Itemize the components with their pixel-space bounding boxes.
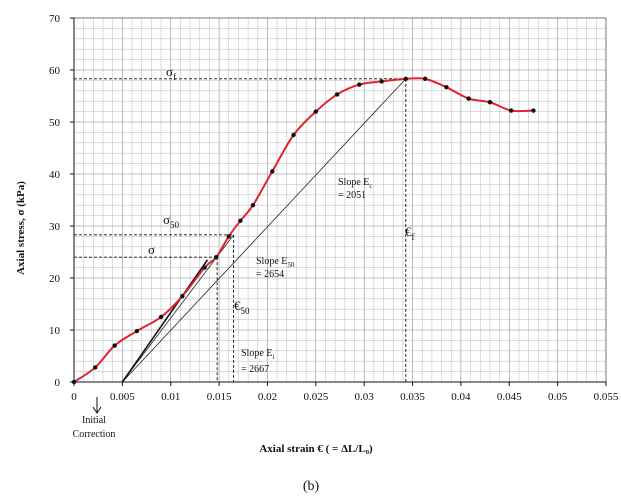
y-axis-label: Axial stress, σ (kPa) [15, 181, 27, 275]
sigma-f-label: σf [166, 64, 176, 82]
data-point [180, 294, 185, 299]
x-tick-label: 0.045 [497, 391, 522, 403]
x-tick-label: 0.005 [110, 391, 135, 403]
data-point [291, 132, 296, 138]
data-point [334, 92, 340, 97]
data-point [112, 343, 117, 348]
data-point [531, 108, 536, 113]
data-point [379, 79, 384, 84]
data-point [313, 109, 319, 114]
x-tick-label: 0 [71, 391, 77, 403]
y-tick-label: 0 [55, 377, 61, 389]
x-tick-label: 0.035 [400, 391, 425, 403]
data-point [238, 218, 243, 223]
slope-ec-label: Slope Ec [338, 177, 373, 190]
slope-ei-value: = 2667 [241, 364, 269, 375]
tick-labels: 0 0.005 0.01 0.015 0.02 0.025 0.03 0.035 0.04 0.0… [49, 13, 619, 403]
initial-correction-arrow-icon [92, 397, 102, 414]
y-tick-label: 20 [49, 273, 61, 285]
x-tick-label: 0.01 [161, 391, 180, 403]
data-series [71, 76, 536, 385]
data-point [509, 108, 514, 113]
slope-lines [121, 78, 407, 383]
slope-ei-label: Slope Ei [241, 348, 274, 361]
data-point [487, 100, 493, 105]
data-point [250, 203, 256, 208]
eps-50-label: €50 [234, 298, 250, 316]
data-point [213, 255, 219, 260]
data-point [134, 328, 140, 334]
x-tick-label: 0.025 [303, 391, 328, 403]
data-point [403, 76, 408, 82]
x-tick-label: 0.02 [258, 391, 277, 403]
sigma-label: σ [148, 242, 155, 257]
sigma-50-label: σ50 [163, 212, 180, 230]
initial-correction-label-2: Correction [73, 429, 116, 440]
reference-lines [74, 78, 407, 382]
data-point [158, 314, 164, 320]
y-tick-label: 10 [49, 325, 61, 337]
data-point [444, 84, 449, 90]
x-tick-label: 0.04 [451, 391, 471, 403]
data-point [466, 96, 471, 101]
slope-e50-value: = 2654 [256, 269, 284, 280]
slope-ec-value: = 2051 [338, 190, 366, 201]
x-tick-label: 0.015 [207, 391, 232, 403]
slope-ec-line [122, 78, 407, 383]
x-axis-label: Axial strain € ( = ΔL/L₀) [259, 443, 373, 455]
initial-correction-label-1: Initial [82, 415, 106, 426]
x-tick-label: 0.03 [355, 391, 375, 403]
data-point [202, 265, 207, 270]
y-tick-label: 30 [49, 221, 61, 233]
y-tick-label: 60 [49, 65, 61, 77]
x-tick-label: 0.05 [548, 391, 568, 403]
x-tick-label: 0.055 [594, 391, 619, 403]
slope-e50-label: Slope E50 [256, 256, 295, 269]
data-point [226, 234, 231, 239]
data-point [422, 76, 428, 82]
data-point [93, 365, 98, 370]
y-tick-label: 70 [49, 13, 61, 25]
series-line [73, 77, 534, 383]
y-tick-label: 40 [49, 169, 61, 181]
figure-caption: (b) [303, 479, 320, 494]
data-point [270, 169, 275, 174]
data-point [357, 82, 362, 87]
eps-f-label: €f [405, 224, 415, 242]
slope-ei-line [121, 259, 209, 383]
y-tick-label: 50 [49, 117, 61, 129]
